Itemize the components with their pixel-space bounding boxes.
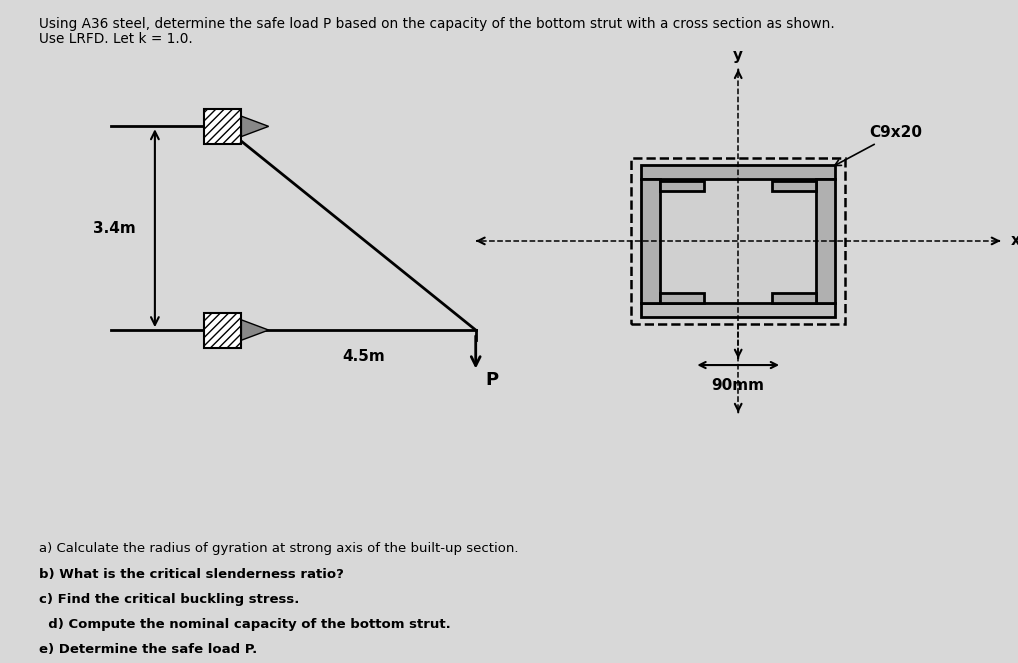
Text: P: P xyxy=(486,371,499,389)
Text: 4.5m: 4.5m xyxy=(342,349,385,364)
Text: b) What is the critical slenderness ratio?: b) What is the critical slenderness rati… xyxy=(39,568,343,581)
Text: Use LRFD. Let k = 1.0.: Use LRFD. Let k = 1.0. xyxy=(39,32,192,46)
Bar xyxy=(816,178,836,303)
Bar xyxy=(641,178,661,303)
Polygon shape xyxy=(241,320,269,340)
Text: c) Find the critical buckling stress.: c) Find the critical buckling stress. xyxy=(39,593,299,606)
Bar xyxy=(205,109,241,144)
Text: 3.4m: 3.4m xyxy=(93,221,135,236)
Bar xyxy=(661,178,816,303)
Text: C9x20: C9x20 xyxy=(835,125,922,166)
Bar xyxy=(641,164,836,178)
Bar xyxy=(773,181,816,192)
Bar xyxy=(205,109,241,144)
Text: Using A36 steel, determine the safe load P based on the capacity of the bottom s: Using A36 steel, determine the safe load… xyxy=(39,17,835,30)
Bar xyxy=(205,312,241,347)
Bar xyxy=(641,303,836,318)
Text: 90mm: 90mm xyxy=(712,378,765,393)
Bar xyxy=(631,158,845,324)
Bar xyxy=(661,293,704,303)
Polygon shape xyxy=(241,116,269,137)
Bar xyxy=(205,312,241,347)
Bar xyxy=(661,181,704,192)
Bar xyxy=(773,293,816,303)
Text: x: x xyxy=(1011,233,1018,249)
Text: y: y xyxy=(733,48,743,63)
Text: d) Compute the nominal capacity of the bottom strut.: d) Compute the nominal capacity of the b… xyxy=(39,618,450,631)
Text: e) Determine the safe load P.: e) Determine the safe load P. xyxy=(39,643,257,656)
Text: a) Calculate the radius of gyration at strong axis of the built-up section.: a) Calculate the radius of gyration at s… xyxy=(39,542,518,556)
